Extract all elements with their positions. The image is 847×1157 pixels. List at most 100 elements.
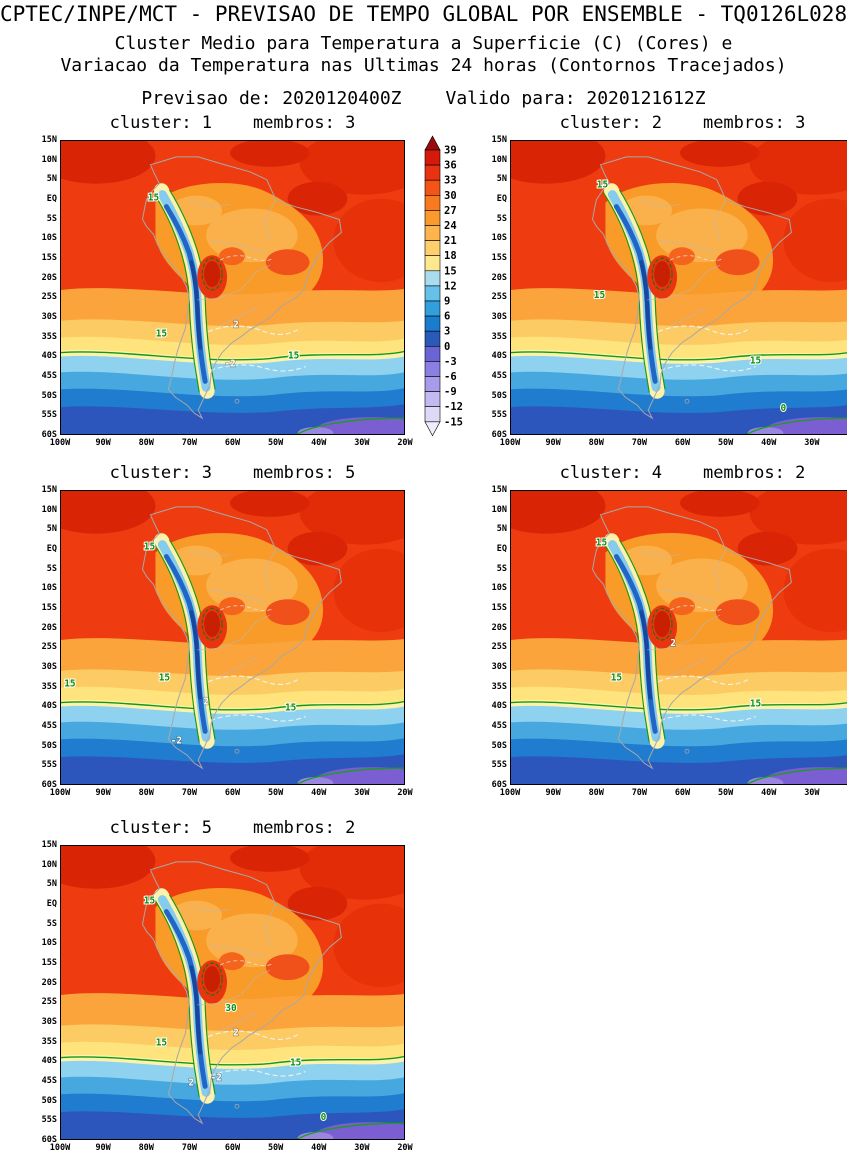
lat-axis-label: 10S bbox=[41, 938, 57, 949]
contour-label: -2 bbox=[224, 358, 235, 369]
lat-axis-label: 5N bbox=[46, 174, 57, 185]
lat-axis-label: 20S bbox=[491, 272, 507, 283]
lat-axis-label: 55S bbox=[491, 410, 507, 421]
lat-axis-label: 10S bbox=[41, 233, 57, 244]
contour-label: 15 bbox=[750, 699, 762, 710]
lon-axis-label: 40W bbox=[311, 788, 327, 798]
temperature-map: 15 30 2 15 2 -2 15 0 bbox=[61, 846, 404, 1139]
lat-axis-label: 40S bbox=[41, 1056, 57, 1067]
contour-label: 15 bbox=[144, 542, 156, 553]
lon-axis-label: 60W bbox=[224, 438, 241, 448]
lat-axis-label: 10S bbox=[491, 233, 507, 244]
lon-axis-label: 20W bbox=[838, 788, 847, 798]
lat-axis-label: 50S bbox=[41, 1095, 57, 1106]
lat-axis-label: 55S bbox=[41, 760, 57, 771]
lat-axis-label: 60S bbox=[491, 430, 507, 440]
lon-axis-label: 80W bbox=[588, 788, 604, 798]
lat-axis-label: 10N bbox=[491, 504, 507, 515]
colorbar-bottom-triangle bbox=[424, 421, 441, 437]
lat-axis-label: 45S bbox=[491, 721, 507, 731]
colorbar-container: 39 36 33 30 27 24 21 18 15 12 9 6 3 0 -3 -6 -9 -12 -15 bbox=[423, 134, 477, 442]
contour-label: 15 bbox=[596, 538, 608, 549]
contour-label: 15 bbox=[594, 290, 606, 301]
lon-axis-label: 90W bbox=[95, 438, 111, 448]
lat-axis-label: 10N bbox=[41, 504, 57, 515]
lat-axis-label: 50S bbox=[491, 390, 507, 401]
lat-axis-label: 40S bbox=[491, 351, 507, 362]
lat-axis-label: 45S bbox=[41, 371, 57, 381]
lon-axis-label: 30W bbox=[354, 438, 370, 448]
contour-label: 15 bbox=[285, 703, 297, 714]
contour-label: 2 bbox=[203, 697, 209, 708]
lat-axis-label: 5N bbox=[46, 524, 57, 535]
lat-axis-label: 45S bbox=[41, 1076, 57, 1086]
lon-axis-label: 80W bbox=[138, 438, 154, 448]
lon-axis-label: 100W bbox=[49, 788, 71, 798]
lon-axis-label: 80W bbox=[588, 438, 604, 448]
map-frame: 15 15 15 0 bbox=[510, 140, 847, 435]
lon-axis-label: 30W bbox=[804, 438, 820, 448]
lat-axis-label: 20S bbox=[491, 622, 507, 633]
lat-axis-label: 15N bbox=[41, 135, 57, 145]
contour-label: 2 bbox=[233, 1028, 239, 1039]
temperature-map: 15 15 15 0 bbox=[511, 141, 847, 434]
lat-axis-label: 15S bbox=[41, 603, 57, 613]
panel-title: cluster: 1 membros: 3 bbox=[109, 113, 356, 133]
lat-axis-label: EQ bbox=[46, 544, 57, 554]
forecast-dates: Previsao de: 2020120400Z Valido para: 20… bbox=[0, 88, 847, 109]
subtitle-line1: Cluster Medio para Temperatura a Superfi… bbox=[114, 33, 733, 54]
cluster-panel-2: cluster: 2 membros: 3 15 15 15 0 15N 10N 5N EQ 5S… bbox=[510, 113, 847, 435]
cluster-panel-3: cluster: 3 membros: 5 15 15 15 2 -2 15 15N 10N 5N… bbox=[60, 463, 405, 785]
lon-axis-label: 70W bbox=[631, 788, 648, 798]
lat-axis-label: 60S bbox=[41, 780, 57, 790]
lon-axis-label: 50W bbox=[267, 438, 284, 448]
lon-axis-label: 70W bbox=[181, 788, 198, 798]
lon-axis-label: 30W bbox=[354, 788, 370, 798]
lon-axis-label: 60W bbox=[224, 788, 241, 798]
cluster-panel-5: cluster: 5 membros: 2 15 30 2 15 2 -2 15 0 15N 10N… bbox=[60, 818, 405, 1140]
lat-axis-label: 35S bbox=[41, 1036, 57, 1047]
lat-axis-label: 30S bbox=[491, 662, 507, 672]
lat-axis-label: 25S bbox=[41, 997, 57, 1008]
lat-axis-label: 30S bbox=[41, 1017, 57, 1027]
lat-axis-label: 15S bbox=[41, 253, 57, 263]
lat-axis-label: 15S bbox=[41, 958, 57, 968]
contour-label: 15 bbox=[148, 193, 160, 204]
colorbar-tick-label: 9 bbox=[444, 296, 450, 308]
contour-label: 15 bbox=[156, 329, 168, 340]
map-frame: 15 2 15 15 bbox=[510, 490, 847, 785]
lat-axis-label: 5S bbox=[46, 918, 57, 929]
contour-label: 15 bbox=[597, 180, 609, 191]
lon-axis-label: 60W bbox=[674, 788, 691, 798]
map-frame: 15 30 2 15 2 -2 15 0 bbox=[60, 845, 405, 1140]
lat-axis-label: 20S bbox=[41, 272, 57, 283]
lon-axis-label: 90W bbox=[95, 788, 111, 798]
lat-axis-label: 25S bbox=[491, 292, 507, 303]
lon-axis-label: 70W bbox=[181, 1143, 198, 1153]
colorbar-tick-label: 33 bbox=[444, 175, 457, 187]
lon-axis-label: 20W bbox=[397, 438, 413, 448]
contour-label: 15 bbox=[750, 355, 762, 366]
lat-axis-label: 45S bbox=[41, 721, 57, 731]
lon-axis-label: 40W bbox=[761, 788, 777, 798]
lat-axis-label: 15N bbox=[491, 135, 507, 145]
contour-label: 15 bbox=[288, 351, 300, 362]
lat-axis-label: 35S bbox=[491, 331, 507, 342]
contour-label: 2 bbox=[670, 638, 676, 649]
lat-axis-label: 55S bbox=[41, 1115, 57, 1126]
colorbar-tick-label: 30 bbox=[444, 190, 457, 202]
lat-axis-label: 5S bbox=[46, 213, 57, 224]
lat-axis-label: 10S bbox=[41, 583, 57, 594]
lon-axis-label: 60W bbox=[224, 1143, 241, 1153]
lat-axis-label: 40S bbox=[491, 701, 507, 712]
map-frame: 15 15 15 2 -2 15 bbox=[60, 490, 405, 785]
lon-axis-label: 90W bbox=[545, 438, 561, 448]
colorbar-tick-label: 6 bbox=[444, 311, 450, 323]
lat-axis-label: 10N bbox=[491, 154, 507, 165]
cluster-panel-4: cluster: 4 membros: 2 15 2 15 15 15N 10N 5N EQ 5S… bbox=[510, 463, 847, 785]
lat-axis-label: 25S bbox=[41, 292, 57, 303]
panel-title: cluster: 4 membros: 2 bbox=[559, 463, 806, 483]
lat-axis-label: 40S bbox=[41, 351, 57, 362]
